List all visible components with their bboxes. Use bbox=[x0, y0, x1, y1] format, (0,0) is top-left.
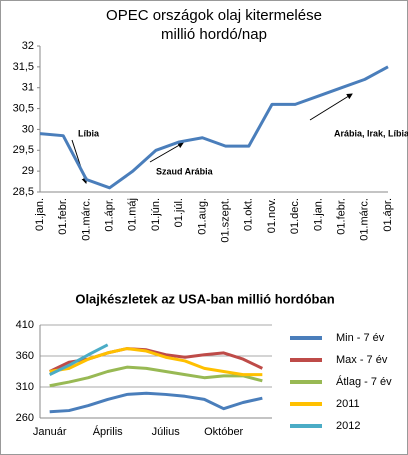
y-tick-label: 310 bbox=[16, 381, 34, 393]
data-line bbox=[49, 347, 263, 377]
x-tick-label: Július bbox=[152, 426, 181, 438]
x-tick-label: 01.febr. bbox=[57, 198, 69, 235]
x-tick-label: Január bbox=[33, 426, 67, 438]
legend-label: Max - 7 év bbox=[336, 354, 388, 366]
x-tick-label: 01.júl. bbox=[173, 198, 185, 227]
x-tick-label: 01.márc. bbox=[80, 198, 92, 241]
x-tick-label: 01.ápr. bbox=[104, 198, 116, 232]
x-tick-label: 01.máj bbox=[127, 198, 139, 231]
x-tick-label: Április bbox=[93, 425, 123, 438]
data-line bbox=[39, 65, 389, 190]
data-line bbox=[49, 365, 263, 388]
y-tick-label: 30,5 bbox=[13, 102, 34, 114]
annotation: Líbia bbox=[78, 128, 100, 138]
y-tick-label: 29 bbox=[22, 165, 34, 177]
x-tick-label: 01.ápr. bbox=[382, 198, 394, 232]
x-tick-label: 01.márc. bbox=[359, 198, 371, 241]
y-tick-label: 30 bbox=[22, 123, 34, 135]
x-tick-label: 01.nov. bbox=[266, 198, 278, 233]
x-tick-label: 01.szept. bbox=[220, 198, 232, 243]
legend-label: Min - 7 év bbox=[336, 332, 385, 344]
y-tick-label: 31 bbox=[22, 82, 34, 94]
data-line bbox=[49, 343, 109, 376]
y-tick-label: 31,5 bbox=[13, 61, 34, 73]
x-tick-label: 01.jan. bbox=[34, 198, 46, 231]
chart-title: OPEC országok olaj kitermelése bbox=[106, 7, 322, 24]
chart-subtitle: millió hordó/nap bbox=[161, 26, 267, 43]
x-tick-label: 01.aug. bbox=[196, 198, 208, 235]
y-tick-label: 410 bbox=[16, 319, 34, 331]
y-tick-label: 29,5 bbox=[13, 144, 34, 156]
y-tick-label: 32 bbox=[22, 40, 34, 52]
x-tick-label: 01.dec. bbox=[289, 198, 301, 234]
y-tick-label: 28,5 bbox=[13, 186, 34, 198]
chart-title: Olajkészletek az USA-ban millió hordóban bbox=[75, 291, 334, 306]
x-tick-label: 01.febr. bbox=[336, 198, 348, 235]
x-tick-label: 01.jan. bbox=[312, 198, 324, 231]
y-tick-label: 260 bbox=[16, 412, 34, 424]
annotation: Szaud Arábia bbox=[156, 166, 214, 176]
legend-label: 2011 bbox=[336, 398, 360, 410]
x-tick-label: 01.okt. bbox=[243, 198, 255, 231]
x-tick-label: Október bbox=[204, 426, 243, 438]
annotation: Arábia, Irak, Líbia bbox=[334, 128, 408, 138]
legend-label: Átlag - 7 év bbox=[336, 375, 392, 388]
y-tick-label: 360 bbox=[16, 350, 34, 362]
x-tick-label: 01.jún. bbox=[150, 198, 162, 231]
legend-label: 2012 bbox=[336, 420, 360, 432]
data-line bbox=[49, 391, 263, 414]
